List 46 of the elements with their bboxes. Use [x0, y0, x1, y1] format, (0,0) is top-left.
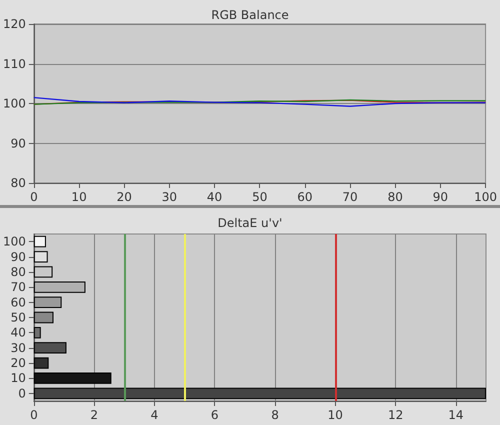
x-tick-label: 30	[162, 190, 178, 204]
y-tick-label: 90	[10, 250, 26, 264]
y-tick-label: 30	[10, 340, 26, 355]
x-tick-label: 60	[297, 190, 313, 204]
y-tick-label: 70	[10, 280, 26, 294]
y-tick-label: 90	[10, 136, 26, 150]
x-tick-label: 0	[30, 408, 38, 422]
y-tick-label: 100	[3, 234, 26, 249]
x-tick-label: 14	[448, 408, 464, 422]
chart-title: DeltaE u'v'	[218, 216, 282, 230]
x-tick-label: 80	[388, 190, 403, 204]
bar	[34, 388, 486, 400]
y-tick-label: 50	[10, 310, 26, 324]
x-tick-label: 2	[90, 408, 98, 422]
bar	[34, 281, 86, 293]
x-tick-label: 100	[474, 190, 497, 204]
y-tick-label: 100	[3, 96, 26, 110]
x-tick-label: 70	[342, 190, 358, 204]
x-tick-label: 4	[150, 408, 158, 422]
bar	[34, 251, 48, 262]
y-tick-label: 80	[10, 264, 26, 279]
bar	[34, 296, 62, 308]
y-tick-label: 60	[10, 295, 26, 310]
y-tick-label: 110	[3, 56, 26, 71]
bar	[34, 326, 41, 338]
x-tick-label: 12	[388, 408, 404, 422]
bar	[34, 236, 46, 248]
y-tick-label: 20	[10, 356, 26, 370]
x-tick-label: 8	[271, 408, 279, 422]
x-tick-label: 90	[432, 190, 448, 204]
chart-title: RGB Balance	[211, 8, 289, 22]
x-tick-label: 6	[210, 408, 219, 422]
x-tick-label: 0	[30, 190, 38, 204]
x-tick-label: 10	[328, 408, 343, 422]
x-tick-label: 10	[71, 190, 87, 204]
y-tick-label: 10	[10, 371, 26, 386]
y-tick-label: 0	[18, 386, 26, 400]
bar	[34, 357, 49, 369]
line-series	[33, 96, 486, 107]
y-tick-label: 120	[3, 17, 26, 31]
x-tick-label: 50	[252, 190, 268, 204]
x-tick-label: 40	[206, 190, 222, 204]
y-tick-label: 80	[10, 176, 26, 190]
x-tick-label: 20	[116, 190, 132, 204]
bar	[34, 372, 112, 384]
y-tick-label: 40	[10, 326, 26, 340]
